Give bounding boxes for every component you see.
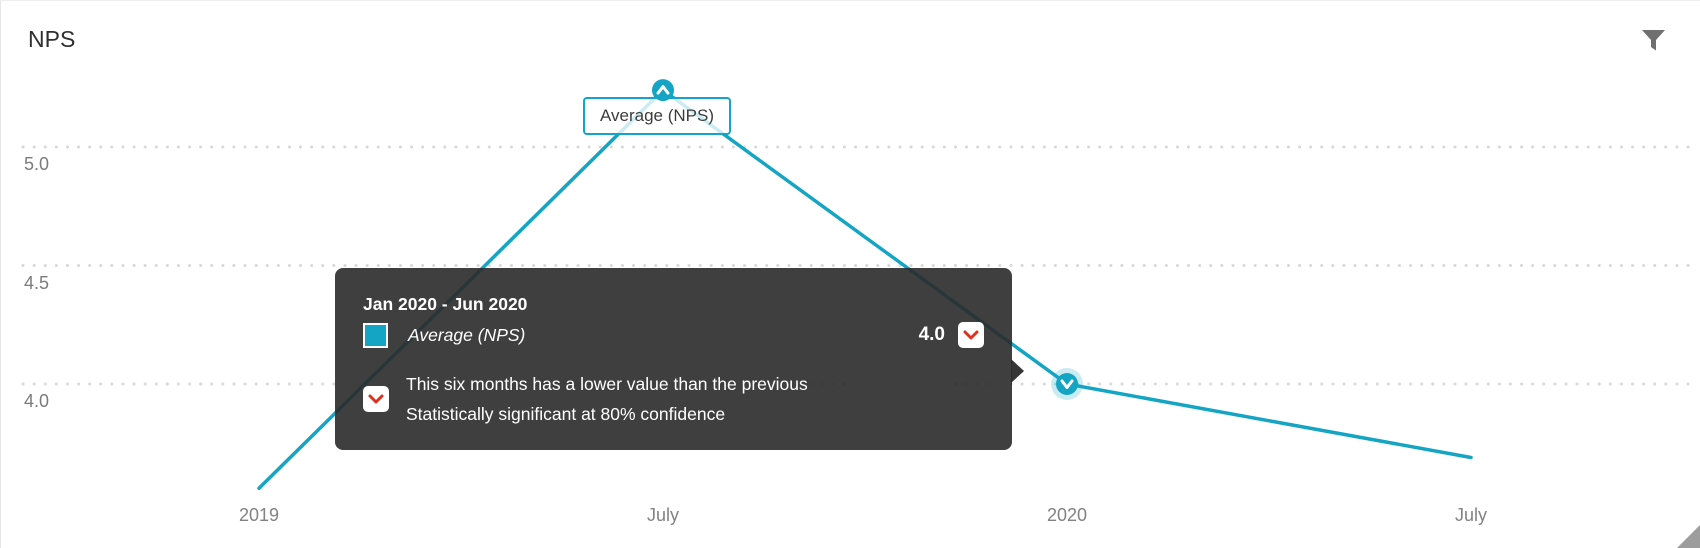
note-line-2: Statistically significant at 80% confide… [406, 404, 726, 424]
tooltip-significance-note: This six months has a lower value than t… [406, 369, 808, 429]
x-axis-label: July [1454, 505, 1487, 525]
series-color-swatch [363, 322, 388, 348]
filter-icon[interactable] [1642, 30, 1666, 52]
y-axis-label: 4.5 [24, 272, 50, 293]
series-annotation-text: Average (NPS) [599, 106, 714, 125]
tooltip-series-label: Average (NPS) [408, 324, 526, 345]
significance-marker[interactable] [652, 79, 674, 102]
series-annotation-label: Average (NPS) [583, 97, 731, 135]
tooltip-value: 4.0 [918, 324, 945, 345]
y-axis-label: 5.0 [24, 154, 50, 174]
significance-down-icon [958, 322, 984, 348]
resize-grip-icon[interactable] [1677, 525, 1700, 548]
widget-title: NPS [28, 26, 76, 52]
tooltip-date-range: Jan 2020 - Jun 2020 [363, 294, 528, 314]
y-axis-label: 4.0 [24, 391, 50, 411]
significance-marker[interactable] [1056, 373, 1078, 395]
x-axis-label: July [646, 505, 679, 525]
x-axis-label: 2020 [1046, 505, 1088, 525]
x-axis-label: 2019 [238, 505, 280, 525]
note-line-1: This six months has a lower value than t… [406, 374, 808, 394]
significance-down-icon [363, 386, 389, 412]
chart-tooltip: Jan 2020 - Jun 2020 Average (NPS) 4.0 Th… [335, 268, 1024, 450]
